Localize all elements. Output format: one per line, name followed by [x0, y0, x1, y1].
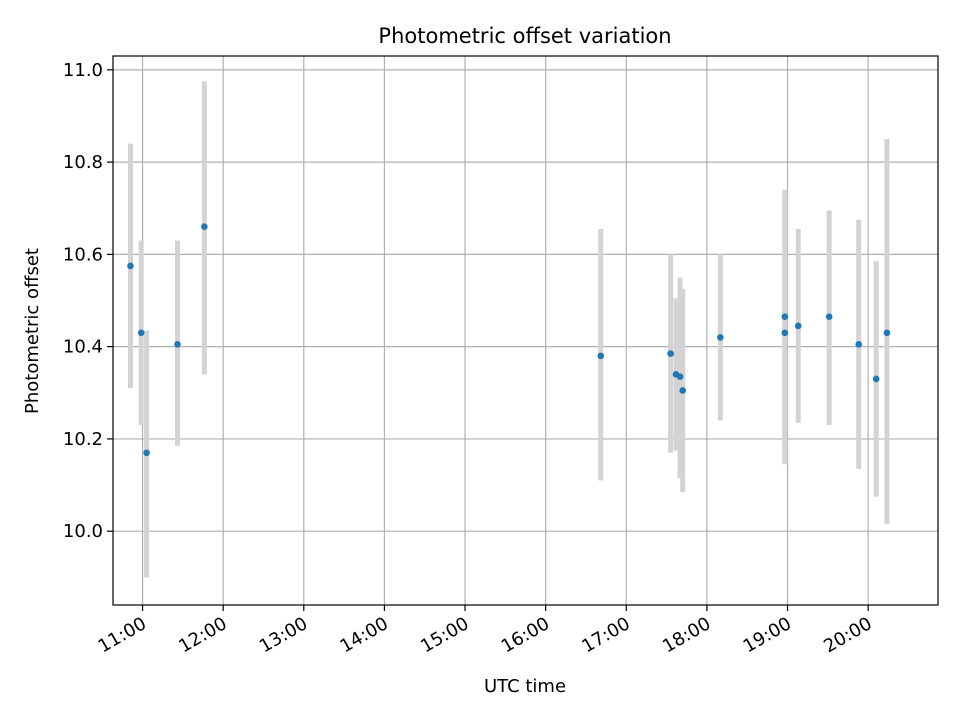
data-point [127, 262, 134, 270]
data-point [855, 341, 863, 348]
grid [113, 56, 938, 605]
y-tick-label: 10.4 [63, 337, 103, 358]
x-axis-label: UTC time [484, 676, 566, 697]
data-point [174, 341, 181, 348]
plot-frame [112, 55, 939, 606]
data-point [597, 352, 605, 360]
data-points [127, 223, 891, 457]
data-point [201, 223, 208, 230]
data-point [883, 329, 891, 337]
y-axis: 10.0 10.2 10.4 10.6 10.8 11.0 [63, 60, 113, 542]
chart-title: Photometric offset variation [378, 24, 671, 48]
data-point [717, 334, 724, 341]
data-point [667, 350, 674, 357]
data-point [781, 329, 789, 337]
data-point [137, 329, 145, 337]
data-point [676, 373, 684, 380]
y-tick-label: 10.6 [63, 244, 103, 265]
y-axis-label: Photometric offset [22, 248, 43, 414]
data-point [872, 375, 880, 383]
data-point [143, 449, 150, 457]
data-point [781, 313, 789, 320]
data-point [794, 322, 802, 330]
data-point [679, 387, 687, 394]
y-tick-label: 11.0 [63, 60, 103, 81]
y-tick-label: 10.8 [63, 152, 103, 173]
data-point [825, 313, 833, 320]
y-tick-label: 10.2 [63, 429, 103, 450]
y-tick-label: 10.0 [63, 521, 103, 542]
